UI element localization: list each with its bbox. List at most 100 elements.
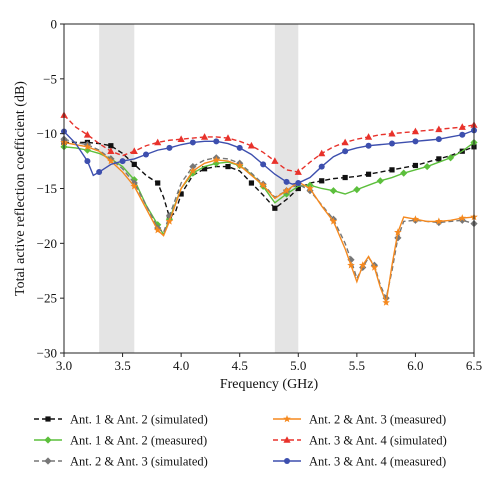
x-tick-label: 4.5 xyxy=(232,358,248,373)
data-point xyxy=(260,161,267,168)
series-line xyxy=(63,138,475,301)
series-6 xyxy=(61,127,477,187)
data-point xyxy=(389,167,395,173)
y-tick-label: −25 xyxy=(37,291,57,306)
legend-label: Ant. 2 & Ant. 3 (measured) xyxy=(309,413,446,427)
data-point xyxy=(155,180,161,186)
data-point xyxy=(458,214,467,222)
data-point xyxy=(435,136,442,143)
legend: Ant. 1 & Ant. 2 (simulated) Ant. 1 & Ant.… xyxy=(34,413,447,469)
series-line xyxy=(64,141,475,219)
data-point xyxy=(342,148,349,155)
data-point xyxy=(153,226,162,234)
data-point xyxy=(423,162,431,171)
data-point xyxy=(365,171,372,177)
data-point xyxy=(294,168,302,175)
data-point xyxy=(107,147,115,155)
data-point xyxy=(119,158,126,165)
x-tick-label: 3.5 xyxy=(114,358,130,373)
y-axis: 0 −5 −10 −15 −20 −25 −30 xyxy=(37,17,64,361)
data-point xyxy=(189,139,196,146)
x-tick-label: 6.0 xyxy=(407,358,423,373)
legend-label: Ant. 1 & Ant. 2 (simulated) xyxy=(70,413,208,427)
data-point xyxy=(83,142,92,151)
data-point xyxy=(177,135,185,142)
data-point xyxy=(84,158,91,165)
data-point xyxy=(389,140,395,147)
data-point xyxy=(329,217,338,225)
y-tick-label: −10 xyxy=(37,126,57,141)
legend-item: Ant. 2 & Ant. 3 (measured) xyxy=(273,413,446,427)
y-axis-label: Total active reflection coefficient (dB) xyxy=(13,81,28,296)
data-point xyxy=(412,138,419,145)
legend-label: Ant. 1 & Ant. 2 (measured) xyxy=(70,434,207,448)
data-point xyxy=(341,138,349,146)
data-point xyxy=(235,161,244,169)
x-axis: 3.0 3.5 4.0 4.5 5.0 5.5 6.0 6.5 xyxy=(56,353,482,373)
data-point xyxy=(446,154,455,162)
data-point xyxy=(411,215,420,223)
data-point xyxy=(347,261,355,269)
x-tick-label: 5.5 xyxy=(349,358,365,373)
series-line xyxy=(63,141,475,306)
data-point xyxy=(382,298,390,306)
data-point xyxy=(388,129,396,137)
data-point xyxy=(412,162,419,169)
data-point xyxy=(394,228,402,236)
data-point xyxy=(318,163,325,170)
y-tick-label: −20 xyxy=(37,236,57,251)
data-point xyxy=(108,143,114,149)
legend-swatch-marker xyxy=(283,436,291,443)
data-point xyxy=(189,166,197,175)
data-point xyxy=(319,178,325,184)
legend-item: Ant. 1 & Ant. 2 (simulated) xyxy=(34,413,208,427)
data-point xyxy=(342,174,348,181)
legend-label: Ant. 3 & Ant. 4 (measured) xyxy=(309,455,446,469)
data-point xyxy=(411,127,420,135)
data-point xyxy=(458,123,466,130)
data-point xyxy=(259,181,267,189)
series-4 xyxy=(60,138,478,306)
data-point xyxy=(130,147,138,155)
data-point xyxy=(212,155,221,164)
data-point xyxy=(130,182,139,190)
data-point xyxy=(96,169,103,176)
x-tick-label: 4.0 xyxy=(173,358,189,373)
data-point xyxy=(435,217,443,225)
data-point xyxy=(306,184,314,192)
x-tick-label: 6.5 xyxy=(466,358,482,373)
data-point xyxy=(365,142,372,149)
data-point xyxy=(282,186,291,194)
legend-item: Ant. 2 & Ant. 3 (simulated) xyxy=(34,455,208,469)
x-tick-label: 5.0 xyxy=(290,358,306,373)
data-point xyxy=(283,178,290,185)
legend-label: Ant. 3 & Ant. 4 (simulated) xyxy=(309,434,447,448)
data-point xyxy=(83,130,92,138)
data-point xyxy=(236,144,243,151)
data-point xyxy=(166,144,173,151)
data-point xyxy=(247,141,256,149)
series-layer xyxy=(60,111,478,306)
data-point xyxy=(353,185,361,194)
series-5 xyxy=(60,111,478,175)
data-point xyxy=(165,217,174,225)
data-point xyxy=(318,149,326,157)
data-point xyxy=(400,169,408,177)
data-point xyxy=(189,162,197,171)
data-point xyxy=(436,156,442,162)
data-point xyxy=(200,133,209,140)
shaded-bands xyxy=(99,24,299,353)
legend-swatch-marker xyxy=(284,458,290,464)
data-point xyxy=(376,177,384,185)
y-tick-label: 0 xyxy=(51,17,58,32)
data-point xyxy=(107,157,115,165)
data-point xyxy=(225,163,231,170)
data-point xyxy=(83,146,92,154)
data-point xyxy=(143,151,149,158)
data-point xyxy=(224,134,232,141)
data-point xyxy=(364,133,373,140)
legend-item: Ant. 1 & Ant. 2 (measured) xyxy=(34,434,207,448)
data-point xyxy=(271,157,279,164)
legend-swatch-marker xyxy=(283,415,291,423)
data-point xyxy=(201,166,208,172)
